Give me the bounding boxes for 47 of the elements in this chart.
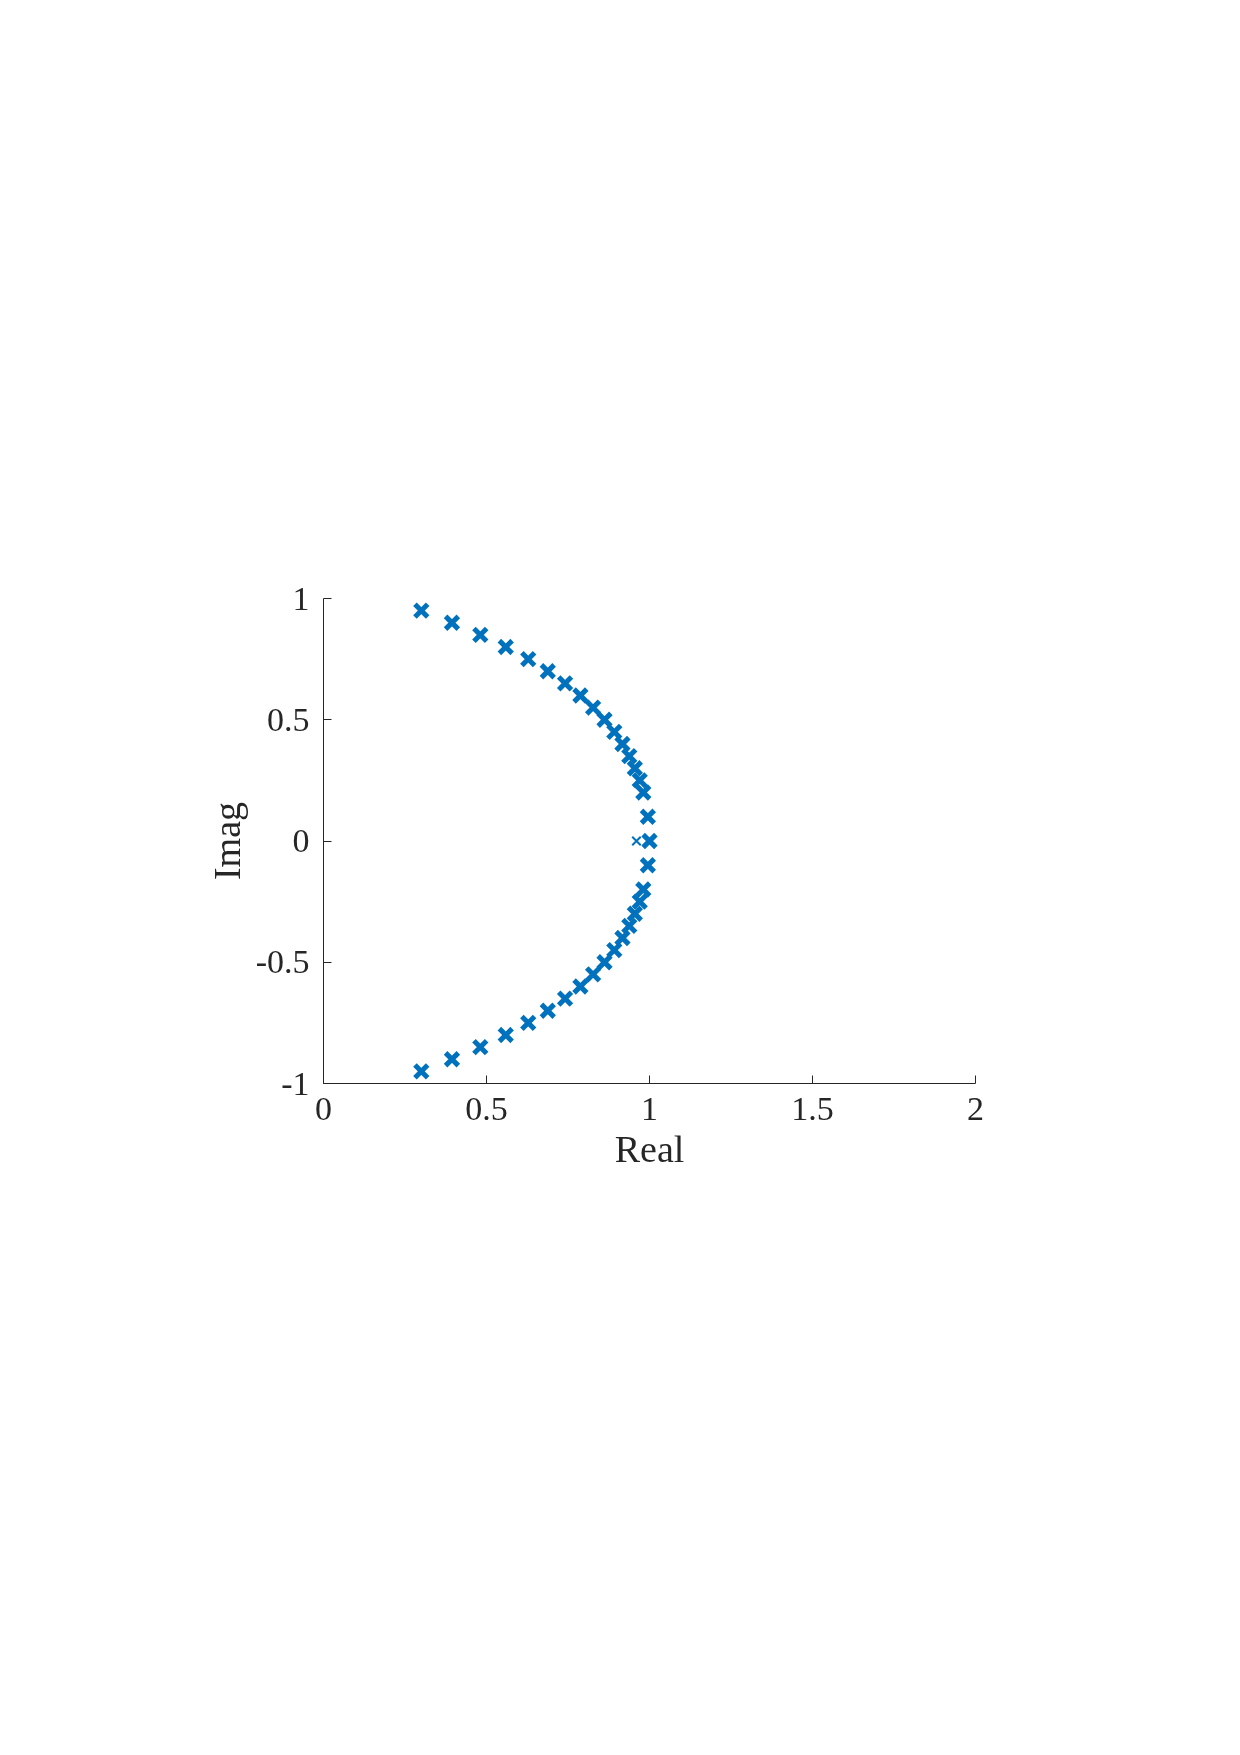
point [538,662,557,681]
y-tick-label: -0.5 [255,943,310,981]
point [630,892,649,911]
point [620,747,639,765]
point [640,832,659,850]
point [538,1001,557,1020]
point [630,771,649,790]
point [634,880,653,899]
point [471,626,490,644]
point [639,807,657,826]
y-tick-label: 0 [292,822,310,859]
point [556,674,574,693]
point [496,638,515,656]
x-axis-title: Real [614,1127,685,1170]
point [631,835,642,847]
point [625,904,644,923]
x-tick-label: 2 [967,1089,984,1127]
x-tick-label: 0.5 [465,1089,508,1127]
point [412,601,431,620]
point [496,1026,515,1044]
point [556,989,574,1008]
point [595,710,614,729]
y-tick-label: 0.5 [267,700,310,738]
y-axis-title: Imag [205,801,248,881]
point [620,917,639,935]
point [605,723,624,741]
point [639,856,657,875]
point [443,1050,461,1069]
point [595,953,614,972]
y-tick-label: 1 [292,579,310,617]
point [412,1062,431,1081]
point [443,613,461,632]
point [634,783,653,802]
x-tick-label: 1.5 [791,1089,834,1127]
point [519,650,538,668]
point [613,929,632,947]
point [613,735,632,753]
y-tick-label: -1 [281,1064,310,1102]
point [584,965,602,984]
point [625,759,644,778]
point [584,698,602,717]
point [519,1014,538,1032]
x-tick-label: 1 [641,1089,658,1127]
point [571,686,590,705]
point [571,977,590,996]
point [605,941,624,959]
point [471,1038,490,1056]
